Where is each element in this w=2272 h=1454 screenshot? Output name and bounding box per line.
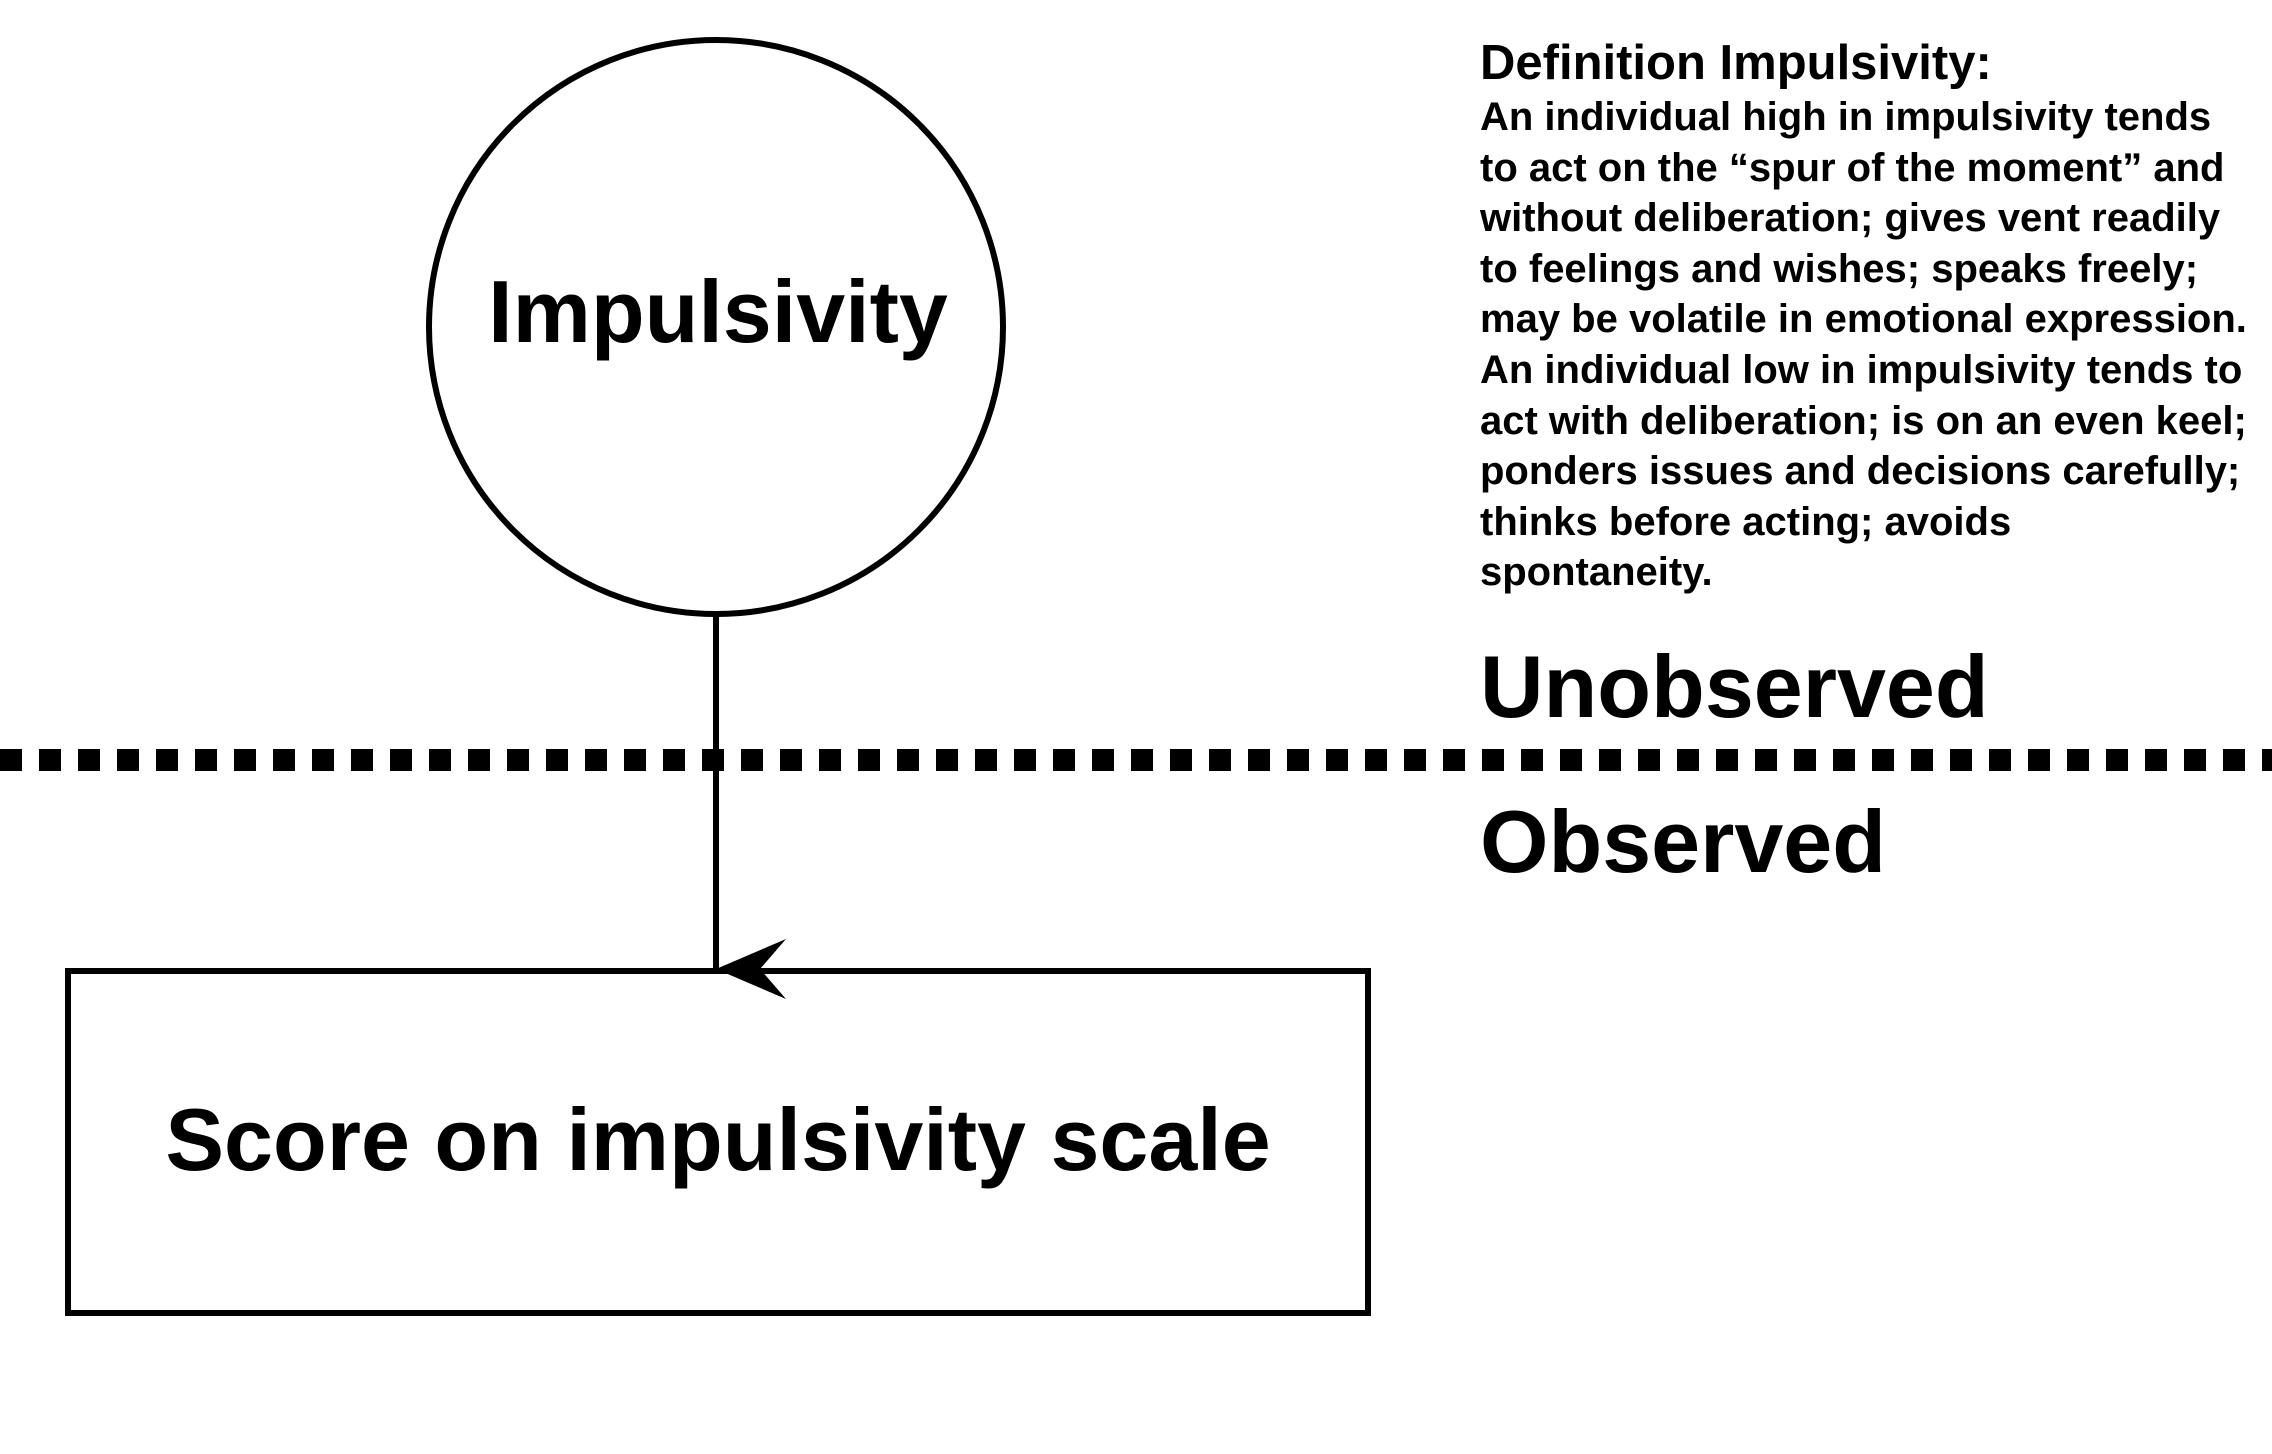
- definition-body: An individual high in impulsivity tends …: [1480, 92, 2270, 598]
- definition-line: may be volatile in emotional expression.: [1480, 297, 2247, 342]
- observed-variable-box: [65, 968, 1371, 1316]
- definition-line: thinks before acting; avoids: [1480, 499, 2012, 544]
- definition-line: An individual high in impulsivity tends: [1480, 95, 2212, 139]
- region-label-unobserved: Unobserved: [1480, 637, 1989, 736]
- region-label-observed: Observed: [1480, 792, 1886, 891]
- definition-line: ponders issues and decisions carefully;: [1480, 449, 2241, 494]
- definition-line: to feelings and wishes; speaks freely;: [1480, 246, 2199, 291]
- definition-line: to act on the “spur of the moment” and: [1480, 145, 2225, 190]
- observed-variable-label: Score on impulsivity scale: [165, 1090, 1271, 1189]
- definition-block: Definition Impulsivity: An individual hi…: [1480, 34, 2270, 598]
- latent-variable-label: Impulsivity: [488, 262, 948, 361]
- definition-title: Definition Impulsivity:: [1480, 36, 1992, 90]
- definition-line: act with deliberation; is on an even kee…: [1480, 398, 2247, 443]
- definition-line: without deliberation; gives vent readily: [1480, 196, 2221, 241]
- definition-line: An individual low in impulsivity tends t…: [1480, 347, 2243, 392]
- definition-line: spontaneity.: [1480, 550, 1713, 595]
